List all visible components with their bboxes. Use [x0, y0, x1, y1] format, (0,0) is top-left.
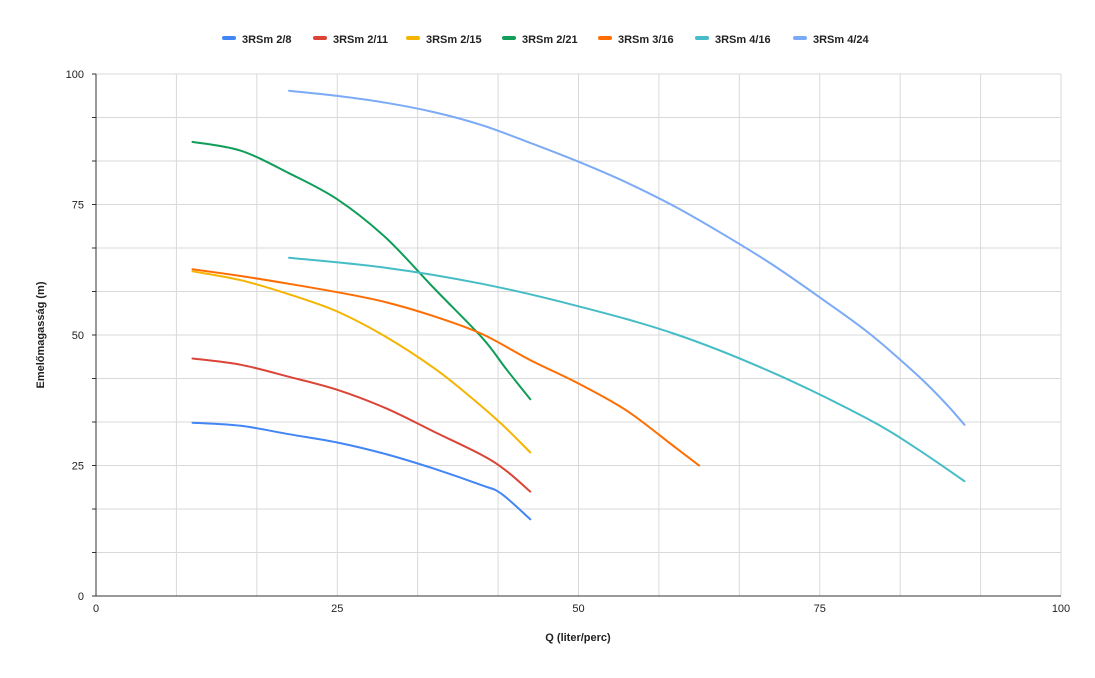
x-tick-label: 75	[814, 603, 826, 615]
series-line-3rsm-4-16	[288, 256, 966, 483]
tick-labels: 0 25 50 75 100 0 25 50 75 100	[66, 69, 1071, 615]
y-tick-label: 50	[72, 330, 84, 342]
legend-swatch	[598, 36, 612, 40]
series-line-3rsm-2-11	[191, 357, 532, 493]
x-tick-label: 0	[93, 603, 99, 615]
legend-label: 3RSm 4/16	[715, 34, 771, 46]
legend: 3RSm 2/8 3RSm 2/11 3RSm 2/15 3RSm 2/21 3RSm …	[222, 34, 870, 46]
legend-swatch	[222, 36, 236, 40]
legend-swatch	[406, 36, 420, 40]
y-tick-label: 100	[66, 69, 84, 81]
x-tick-label: 100	[1052, 603, 1070, 615]
x-axis-title: Q (liter/perc)	[545, 632, 611, 644]
axes	[92, 73, 1061, 597]
legend-label: 3RSm 2/15	[426, 34, 482, 46]
legend-swatch	[502, 36, 516, 40]
series-line-3rsm-2-8	[191, 421, 532, 521]
legend-swatch	[695, 36, 709, 40]
x-tick-label: 25	[331, 603, 343, 615]
y-axis-title: Emelőmagasság (m)	[35, 281, 47, 388]
series-line-3rsm-2-21	[191, 140, 532, 401]
legend-label: 3RSm 2/11	[333, 34, 388, 46]
legend-swatch	[313, 36, 327, 40]
x-tick-label: 50	[572, 603, 584, 615]
y-tick-label: 25	[72, 461, 84, 473]
series-lines	[191, 89, 966, 521]
legend-label: 3RSm 2/21	[522, 34, 578, 46]
y-tick-label: 75	[72, 200, 84, 212]
legend-swatch	[793, 36, 807, 40]
series-line-3rsm-3-16	[191, 268, 701, 467]
legend-label: 3RSm 2/8	[242, 34, 292, 46]
y-tick-label: 0	[78, 591, 84, 603]
series-line-3rsm-2-15	[191, 270, 532, 454]
series-line-3rsm-4-24	[288, 89, 966, 426]
legend-label: 3RSm 4/24	[813, 34, 870, 46]
grid	[96, 73, 1062, 596]
legend-label: 3RSm 3/16	[618, 34, 674, 46]
